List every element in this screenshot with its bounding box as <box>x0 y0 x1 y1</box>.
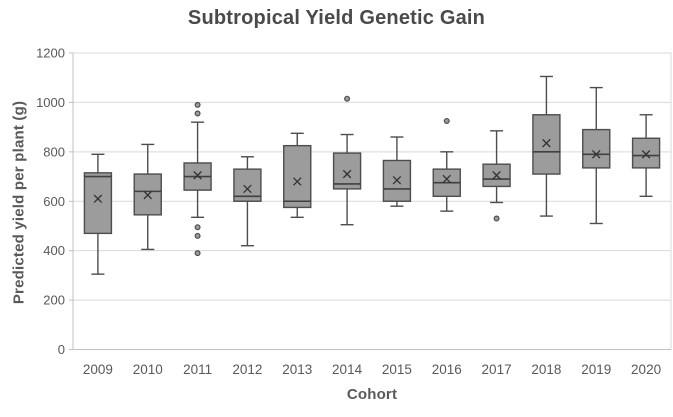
mean-marker-2015 <box>392 175 402 185</box>
iqr-box-2014 <box>332 152 362 190</box>
chart-title: Subtropical Yield Genetic Gain <box>187 7 486 29</box>
x-tick-label: 2017 <box>482 362 512 377</box>
iqr-box-2018 <box>532 114 561 175</box>
mean-marker-2017 <box>492 171 501 180</box>
mean-marker-2011 <box>193 171 202 180</box>
mean-marker-2019 <box>591 150 601 159</box>
y-tick-label: 1000 <box>36 95 65 110</box>
y-tick-label: 200 <box>43 293 65 308</box>
y-tick-label: 400 <box>43 243 65 258</box>
x-tick-label: 2019 <box>581 362 611 377</box>
x-tick-label: 2020 <box>631 362 661 377</box>
iqr-box-2019 <box>582 128 611 169</box>
outlier-point-2011 <box>194 250 201 257</box>
iqr-box-2009 <box>83 172 113 235</box>
outlier-point-2016 <box>443 117 450 124</box>
mean-marker-2013 <box>292 177 302 186</box>
x-tick-label: 2016 <box>432 362 462 377</box>
outlier-point-2011 <box>194 224 201 231</box>
x-tick-label: 2009 <box>83 362 113 377</box>
outlier-point-2014 <box>344 95 351 102</box>
x-tick-label: 2018 <box>531 362 561 377</box>
x-tick-label: 2013 <box>282 362 312 377</box>
y-tick-label: 800 <box>43 144 65 159</box>
iqr-box-2020 <box>631 137 661 169</box>
y-tick-label: 0 <box>58 342 65 357</box>
x-tick-label: 2014 <box>332 362 363 377</box>
outlier-point-2011 <box>194 232 201 239</box>
outlier-point-2011 <box>194 110 201 117</box>
outlier-point-2011 <box>194 101 201 108</box>
x-tick-label: 2011 <box>183 362 212 377</box>
mean-marker-2014 <box>342 169 352 179</box>
iqr-box-2013 <box>283 144 312 209</box>
x-tick-label: 2015 <box>382 362 412 377</box>
x-axis-title: Cohort <box>346 386 398 403</box>
mean-marker-2012 <box>243 184 252 194</box>
y-tick-label: 1200 <box>36 46 65 61</box>
y-tick-label: 600 <box>43 194 65 209</box>
x-tick-label: 2010 <box>133 362 163 377</box>
mean-marker-2016 <box>442 174 452 184</box>
mean-marker-2010 <box>143 190 153 200</box>
outlier-point-2017 <box>493 215 500 222</box>
mean-marker-2018 <box>542 138 551 148</box>
mean-marker-2009 <box>93 194 103 204</box>
x-tick-label: 2012 <box>232 362 262 377</box>
mean-marker-2020 <box>641 150 651 159</box>
